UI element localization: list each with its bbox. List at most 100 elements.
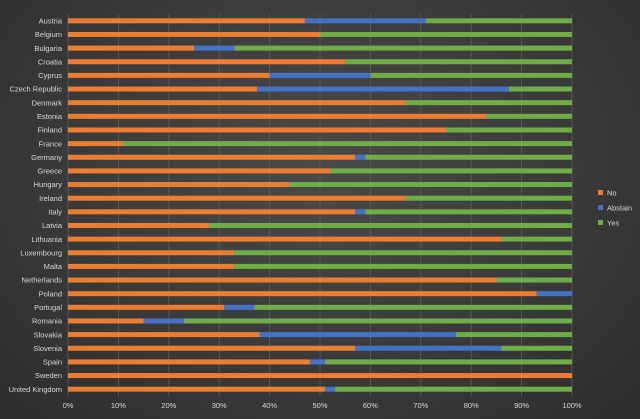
bar-segment-yes: [234, 45, 572, 51]
bar-segment-abstain: [325, 386, 336, 392]
bar-segment-no: [68, 113, 487, 119]
x-tick-label: 60%: [363, 401, 378, 410]
bar-segment-no: [68, 45, 194, 51]
category-label: Malta: [44, 262, 63, 271]
bar-segment-yes: [289, 182, 572, 188]
category-label: Belgium: [35, 30, 62, 39]
bar-segment-no: [68, 386, 326, 392]
bar-segment-abstain: [309, 359, 326, 365]
bar-segment-no: [68, 59, 346, 65]
bar-segment-no: [68, 18, 305, 24]
bar-segment-yes: [365, 154, 572, 160]
bar-segment-abstain: [269, 72, 371, 78]
bar-segment-yes: [123, 141, 572, 147]
category-label: Poland: [39, 289, 62, 298]
category-label: Croatia: [38, 57, 63, 66]
bar-segment-no: [68, 291, 537, 297]
bar-segment-abstain: [355, 154, 366, 160]
x-tick-label: 10%: [111, 401, 126, 410]
bar-segment-no: [68, 345, 356, 351]
bar-segment-no: [68, 154, 356, 160]
bar-segment-yes: [209, 222, 572, 228]
bar-segment-abstain: [536, 291, 572, 297]
legend-label: Yes: [607, 219, 619, 228]
x-tick-label: 40%: [262, 401, 277, 410]
bar-segment-yes: [234, 250, 572, 256]
bar-segment-yes: [456, 332, 572, 338]
bar-segment-no: [68, 222, 210, 228]
bar-segment-abstain: [194, 45, 235, 51]
category-label: Lithuania: [32, 235, 63, 244]
bar-segment-no: [68, 141, 124, 147]
bars: [68, 18, 573, 392]
category-label: Ireland: [39, 194, 62, 203]
bar-segment-no: [68, 72, 270, 78]
category-label: France: [39, 139, 62, 148]
category-label: Austria: [39, 17, 63, 26]
bar-segment-no: [68, 86, 257, 92]
bar-segment-yes: [330, 168, 572, 174]
bar-segment-yes: [325, 359, 572, 365]
x-tick-label: 100%: [562, 401, 582, 410]
category-label: Portugal: [34, 303, 62, 312]
bar-segment-yes: [486, 113, 572, 119]
category-label: Bulgaria: [34, 44, 62, 53]
bar-segment-yes: [446, 127, 572, 133]
category-label: Germany: [31, 153, 62, 162]
bar-segment-abstain: [304, 18, 426, 24]
category-label: Finland: [37, 126, 62, 135]
category-label: Cyprus: [38, 71, 62, 80]
category-label: Sweden: [35, 371, 62, 380]
bar-segment-no: [68, 31, 320, 37]
bar-segment-no: [68, 100, 406, 106]
bar-segment-yes: [501, 236, 572, 242]
category-labels: Austria Belgium Bulgaria Croatia Cyprus Czech…: [9, 17, 63, 394]
category-label: Estonia: [37, 112, 63, 121]
x-tick-label: 50%: [312, 401, 327, 410]
bar-segment-abstain: [259, 332, 457, 338]
x-tick-labels: 0% 10% 20% 30% 40% 50% 60% 70% 80% 90% 100%: [63, 401, 582, 410]
bar-segment-no: [68, 209, 356, 215]
x-tick-label: 70%: [413, 401, 428, 410]
bar-segment-no: [68, 263, 235, 269]
bar-segment-yes: [425, 18, 572, 24]
category-label: Romania: [32, 317, 63, 326]
legend-label: No: [607, 189, 617, 198]
bar-segment-no: [68, 304, 225, 310]
bar-segment-yes: [496, 277, 572, 283]
bar-segment-yes: [370, 72, 572, 78]
bar-segment-yes: [234, 263, 572, 269]
category-label: Greece: [37, 167, 62, 176]
bar-segment-yes: [254, 304, 573, 310]
bar-segment-no: [68, 332, 260, 338]
category-label: Netherlands: [22, 276, 63, 285]
x-tick-label: 0%: [63, 401, 74, 410]
category-label: Slovakia: [34, 330, 63, 339]
bar-segment-abstain: [355, 209, 366, 215]
bar-segment-yes: [320, 31, 572, 37]
bar-segment-abstain: [224, 304, 255, 310]
bar-segment-no: [68, 168, 331, 174]
legend-label: Abstain: [607, 204, 632, 213]
bar-segment-abstain: [143, 318, 184, 324]
category-label: United Kingdom: [9, 385, 62, 394]
legend-swatch: [598, 190, 603, 195]
bar-segment-no: [68, 236, 502, 242]
bar-segment-no: [68, 182, 290, 188]
category-label: Slovenia: [33, 344, 63, 353]
bar-segment-yes: [335, 386, 572, 392]
category-label: Latvia: [42, 221, 63, 230]
legend: No Abstain Yes: [598, 189, 632, 228]
category-label: Denmark: [32, 98, 63, 107]
bar-segment-yes: [345, 59, 572, 65]
bar-segment-yes: [405, 100, 572, 106]
bar-segment-yes: [501, 345, 572, 351]
category-label: Czech Republic: [9, 85, 62, 94]
bar-segment-yes: [183, 318, 573, 324]
legend-swatch: [598, 220, 603, 225]
bar-segment-no: [68, 277, 497, 283]
bar-segment-no: [68, 359, 310, 365]
category-label: Luxembourg: [20, 248, 62, 257]
bar-segment-yes: [509, 86, 572, 92]
